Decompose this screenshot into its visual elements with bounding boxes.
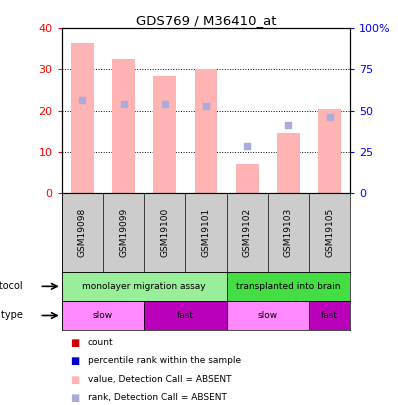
Text: GSM19102: GSM19102 bbox=[243, 208, 252, 257]
Text: rank, Detection Call = ABSENT: rank, Detection Call = ABSENT bbox=[88, 393, 226, 402]
Text: GSM19098: GSM19098 bbox=[78, 208, 87, 257]
Text: slow: slow bbox=[93, 311, 113, 320]
Text: ■: ■ bbox=[70, 338, 79, 348]
Bar bbox=[277, 133, 300, 193]
Text: protocol: protocol bbox=[0, 281, 23, 291]
Bar bbox=[153, 76, 176, 193]
Text: slow: slow bbox=[258, 311, 278, 320]
Bar bbox=[71, 43, 94, 193]
Text: monolayer migration assay: monolayer migration assay bbox=[82, 282, 206, 291]
Bar bbox=[226, 272, 350, 301]
Text: ■: ■ bbox=[70, 375, 79, 385]
Text: cell type: cell type bbox=[0, 311, 23, 320]
Text: GSM19101: GSM19101 bbox=[201, 208, 211, 257]
Bar bbox=[309, 301, 350, 330]
Text: GSM19099: GSM19099 bbox=[119, 208, 128, 257]
Text: GSM19103: GSM19103 bbox=[284, 208, 293, 257]
Text: fast: fast bbox=[177, 311, 194, 320]
Bar bbox=[318, 109, 341, 193]
Bar bbox=[144, 301, 226, 330]
Text: ■: ■ bbox=[70, 393, 79, 403]
Text: ■: ■ bbox=[70, 356, 79, 367]
Bar bbox=[195, 69, 217, 193]
Text: transplanted into brain: transplanted into brain bbox=[236, 282, 341, 291]
Bar bbox=[226, 301, 309, 330]
Text: GSM19100: GSM19100 bbox=[160, 208, 169, 257]
Text: value, Detection Call = ABSENT: value, Detection Call = ABSENT bbox=[88, 375, 231, 384]
Text: count: count bbox=[88, 338, 113, 347]
Text: fast: fast bbox=[321, 311, 338, 320]
Bar bbox=[112, 59, 135, 193]
Text: GSM19105: GSM19105 bbox=[325, 208, 334, 257]
Bar bbox=[62, 301, 144, 330]
Bar bbox=[62, 272, 226, 301]
Title: GDS769 / M36410_at: GDS769 / M36410_at bbox=[136, 14, 276, 27]
Bar bbox=[236, 164, 259, 193]
Text: percentile rank within the sample: percentile rank within the sample bbox=[88, 356, 241, 365]
